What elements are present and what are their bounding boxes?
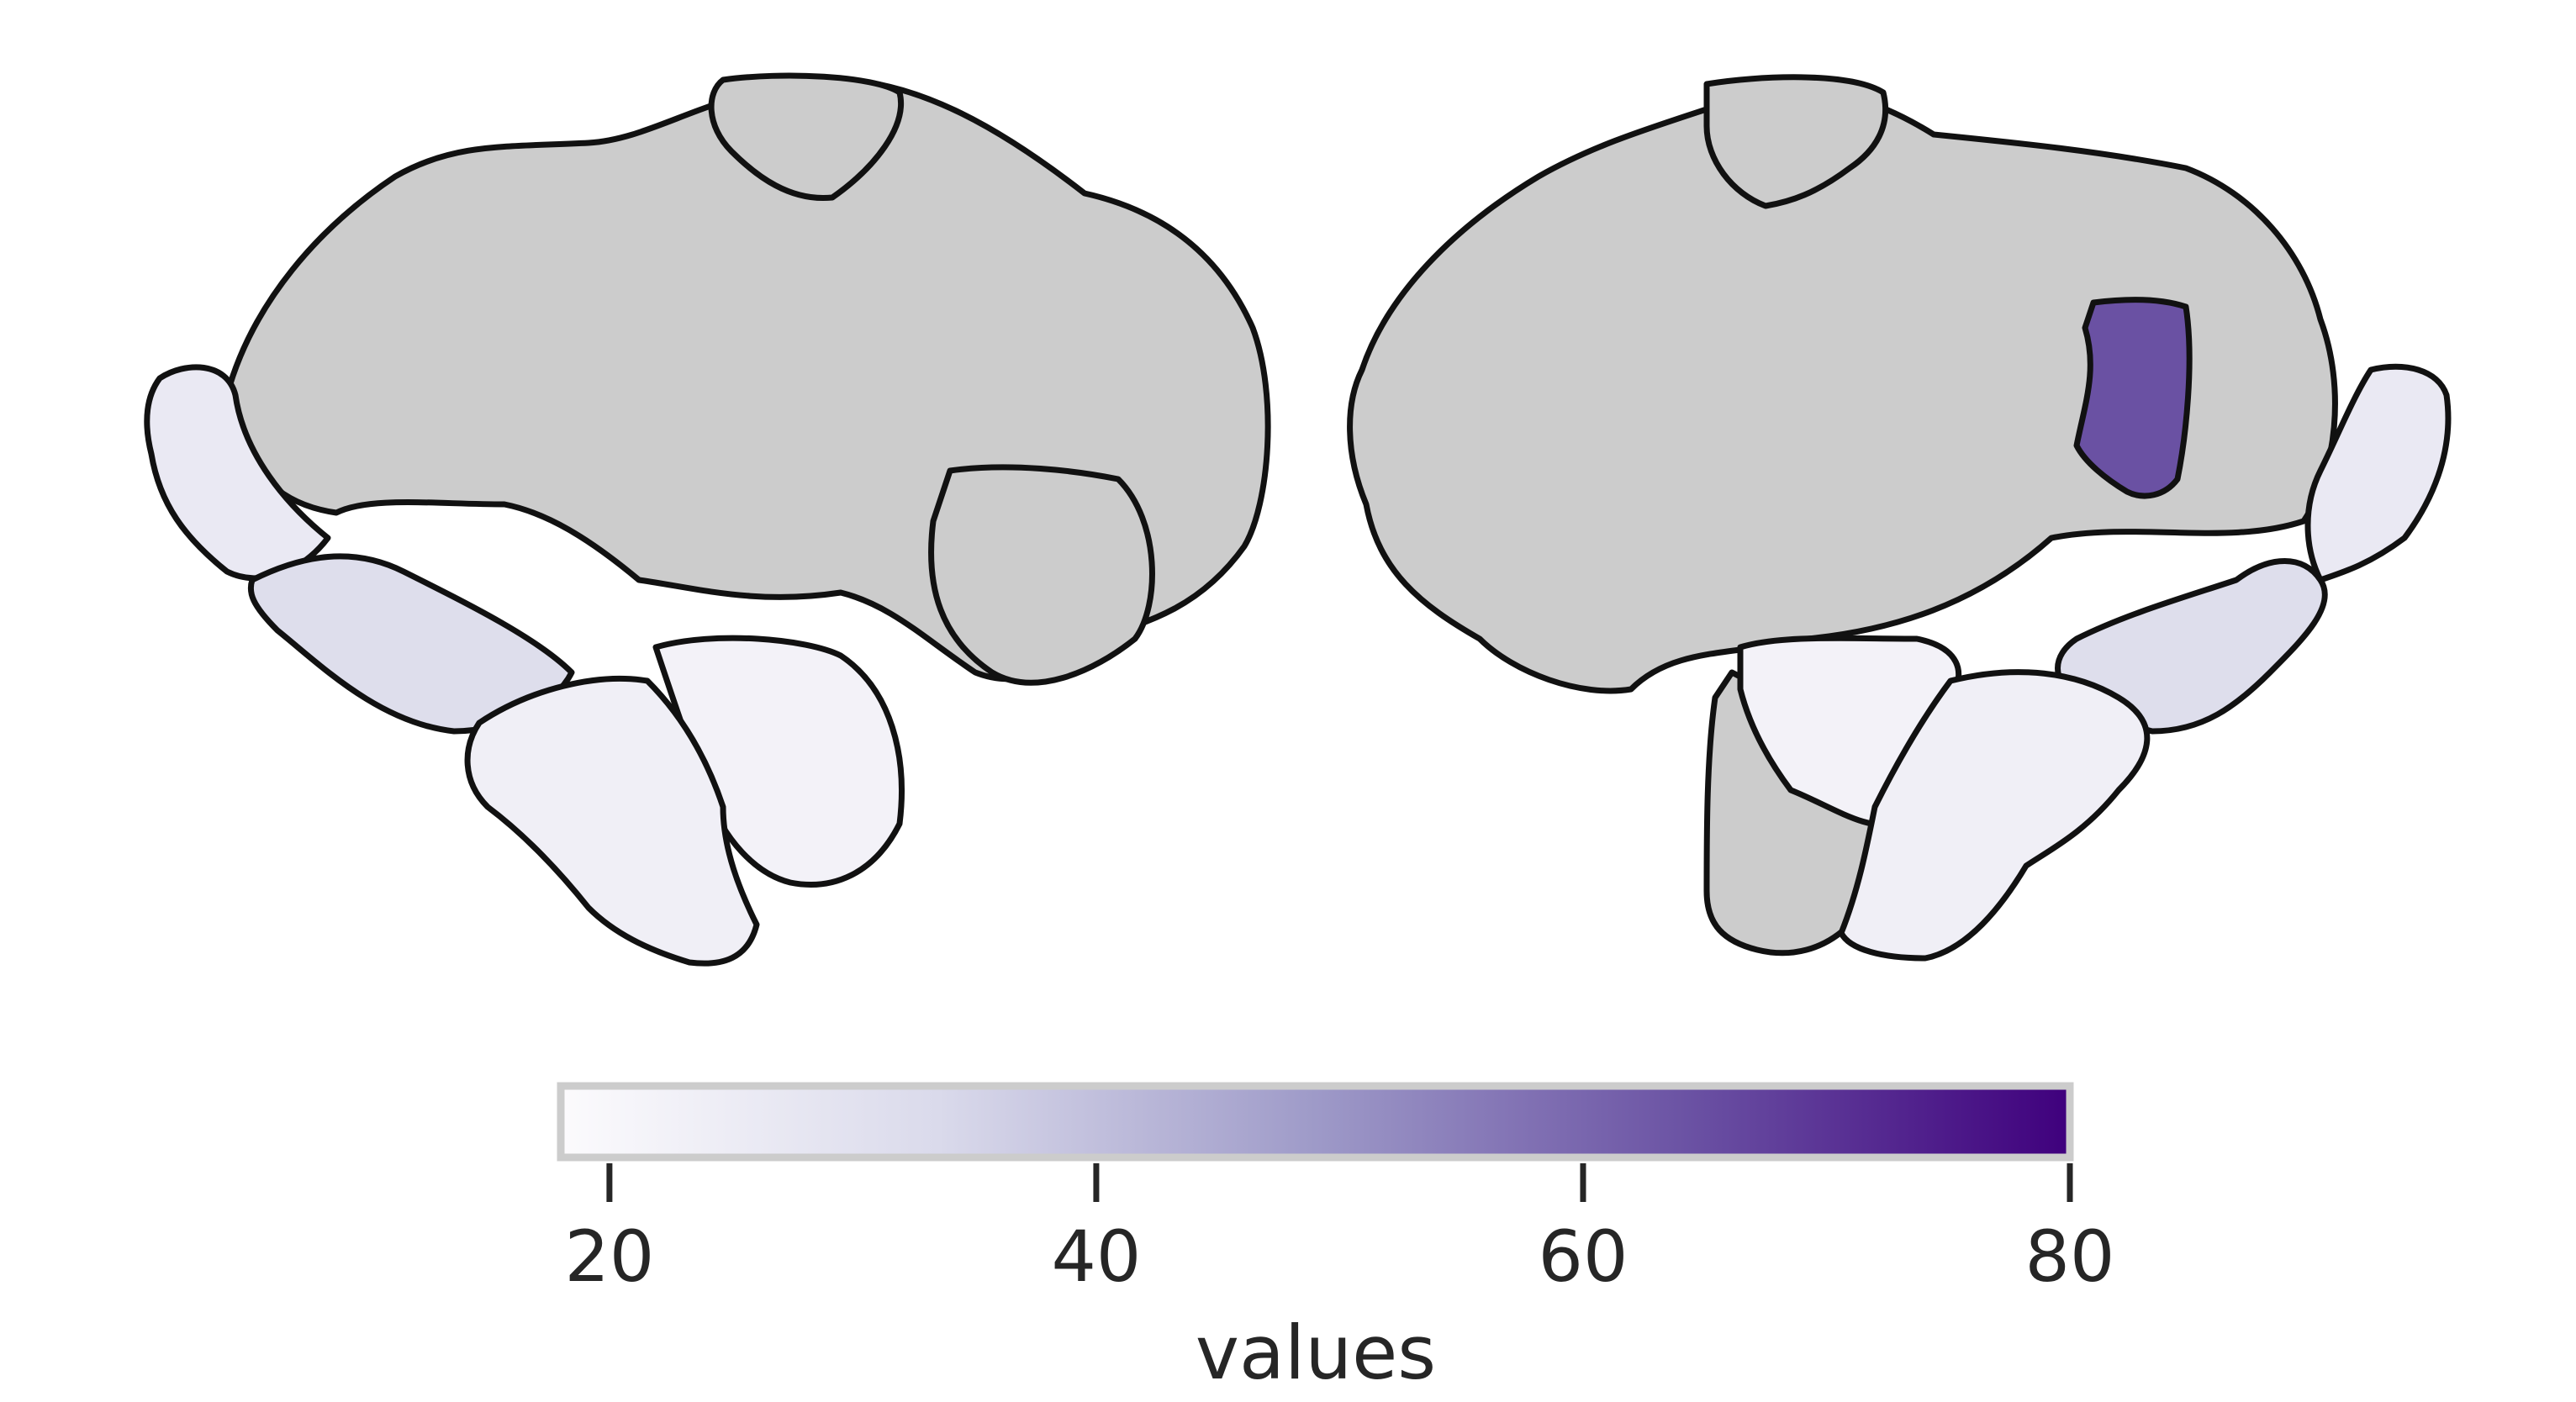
right-occipital-region bbox=[2304, 363, 2452, 583]
right-hemisphere bbox=[1347, 74, 2452, 962]
colorbar-gradient bbox=[557, 1082, 2074, 1162]
colorbar-ticks: 20 40 60 80 bbox=[564, 1163, 2114, 1298]
right-temporal-region bbox=[1838, 669, 2151, 962]
colorbar-tick-label: 60 bbox=[1539, 1215, 1628, 1298]
left-cortex-region bbox=[928, 464, 1155, 686]
colorbar: 20 40 60 80 values bbox=[557, 1082, 2114, 1396]
left-cortex-region bbox=[708, 72, 904, 202]
colorbar-tick-label: 40 bbox=[1051, 1215, 1141, 1298]
right-cortex-region bbox=[1703, 74, 1889, 209]
left-hemisphere bbox=[144, 72, 1271, 967]
colorbar-tick-label: 20 bbox=[564, 1215, 654, 1298]
colorbar-label: values bbox=[1196, 1310, 1436, 1396]
right-highlighted-region bbox=[2073, 297, 2193, 499]
colorbar-tick-label: 80 bbox=[2025, 1215, 2115, 1298]
left-temporal-region bbox=[464, 676, 760, 967]
